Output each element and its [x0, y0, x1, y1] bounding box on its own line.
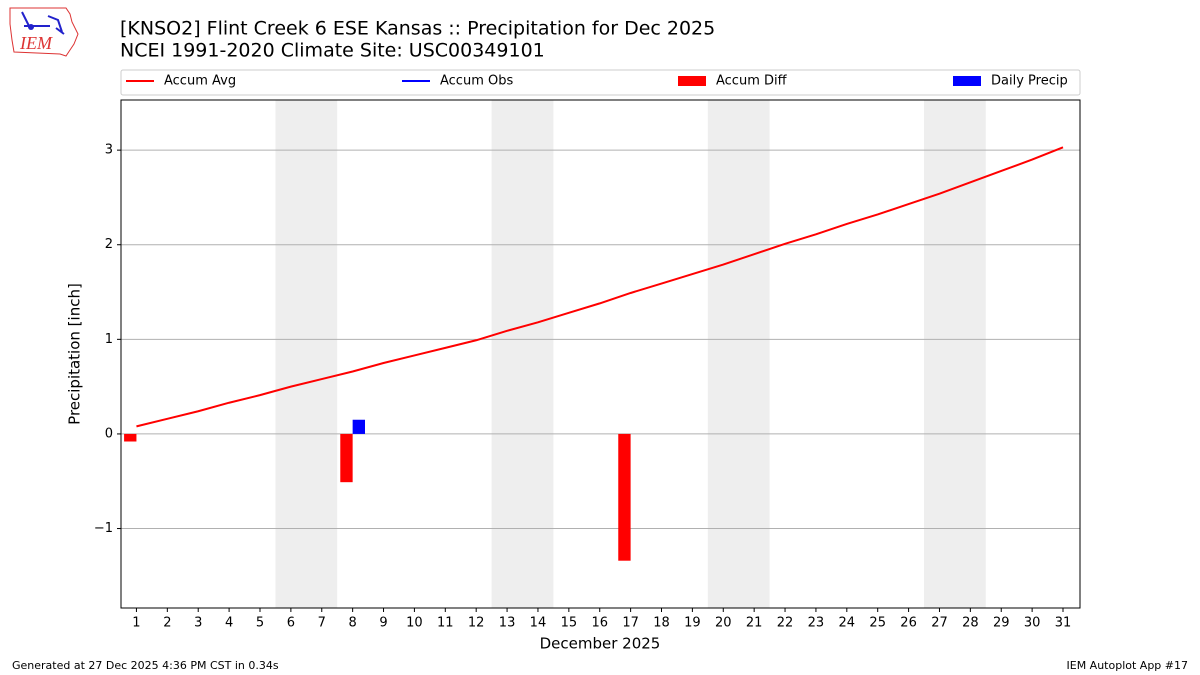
x-tick-label: 26 [900, 616, 917, 631]
legend-label: Accum Avg [164, 74, 236, 89]
legend-label: Accum Obs [440, 74, 513, 89]
x-tick-label: 9 [379, 616, 387, 631]
bar [340, 433, 353, 483]
x-tick-label: 8 [349, 616, 357, 631]
bar [124, 433, 137, 442]
x-tick-label: 18 [653, 616, 670, 631]
x-tick-label: 19 [684, 616, 701, 631]
x-tick-label: 24 [839, 616, 856, 631]
x-tick-label: 28 [962, 616, 979, 631]
x-tick-label: 23 [808, 616, 825, 631]
legend-swatch [953, 76, 981, 86]
chart-subtitle: NCEI 1991-2020 Climate Site: USC00349101 [120, 40, 545, 62]
x-tick-label: 7 [318, 616, 326, 631]
x-tick-label: 14 [530, 616, 547, 631]
y-tick-label: −1 [94, 521, 113, 536]
legend-box [120, 69, 1081, 96]
x-tick-label: 29 [993, 616, 1010, 631]
plot-frame [120, 99, 1081, 609]
x-tick-label: 4 [225, 616, 233, 631]
x-tick-label: 12 [468, 616, 485, 631]
legend-swatch [678, 76, 706, 86]
x-tick-label: 3 [194, 616, 202, 631]
x-tick-label: 25 [869, 616, 886, 631]
x-tick-label: 22 [777, 616, 794, 631]
x-tick-label: 20 [715, 616, 732, 631]
weekend-shade [275, 100, 338, 608]
x-tick-label: 11 [437, 616, 454, 631]
x-tick-label: 10 [406, 616, 423, 631]
x-tick-label: 15 [561, 616, 578, 631]
weekend-shade [924, 100, 986, 608]
line [136, 146, 1064, 428]
x-tick-label: 17 [622, 616, 639, 631]
x-tick-label: 31 [1055, 616, 1072, 631]
bar [352, 419, 365, 434]
y-tick-label: 0 [105, 426, 113, 441]
x-tick-label: 30 [1024, 616, 1041, 631]
x-tick-label: 5 [256, 616, 264, 631]
x-tick-label: 16 [591, 616, 608, 631]
x-tick-label: 21 [746, 616, 763, 631]
x-tick-label: 27 [931, 616, 948, 631]
y-tick-label: 2 [105, 237, 113, 252]
logo-text: IEM [19, 33, 53, 53]
x-tick-label: 2 [163, 616, 171, 631]
footer-right: IEM Autoplot App #17 [1067, 659, 1189, 672]
legend-label: Daily Precip [991, 74, 1068, 89]
chart-title: [KNSO2] Flint Creek 6 ESE Kansas :: Prec… [120, 18, 715, 40]
weekend-shade [491, 100, 554, 608]
bar [618, 433, 631, 561]
footer-left: Generated at 27 Dec 2025 4:36 PM CST in … [12, 659, 279, 672]
y-tick-label: 3 [105, 143, 113, 158]
logo: IEM [9, 7, 79, 57]
x-tick-label: 6 [287, 616, 295, 631]
y-tick-label: 1 [105, 332, 113, 347]
x-tick-label: 13 [499, 616, 516, 631]
y-axis-label: Precipitation [inch] [66, 283, 84, 425]
x-tick-label: 1 [132, 616, 140, 631]
weekend-shade [707, 100, 770, 608]
x-axis-label: December 2025 [540, 635, 661, 653]
legend-label: Accum Diff [716, 74, 788, 89]
